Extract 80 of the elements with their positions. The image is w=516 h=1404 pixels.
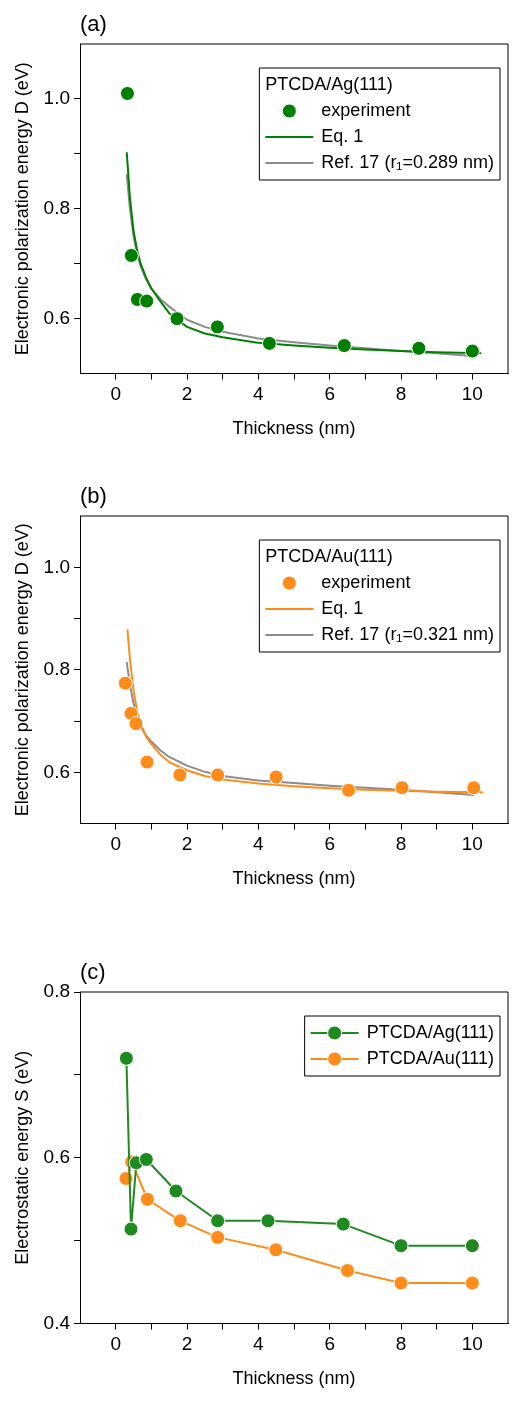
y-axis-title: Electrostatic energy S (eV) xyxy=(11,1050,32,1265)
x-tick-label: 10 xyxy=(461,1333,483,1355)
point xyxy=(209,319,225,335)
point xyxy=(139,293,155,309)
y-axis-title: Electronic polarization energy D (eV) xyxy=(11,523,32,817)
x-tick-label: 4 xyxy=(253,833,265,855)
point xyxy=(464,343,480,359)
legend-title: PTCDA/Au(111) xyxy=(265,545,393,566)
chart-title: (c) xyxy=(80,959,106,985)
legend-label: PTCDA/Ag(111) xyxy=(366,1021,494,1042)
x-tick-label: 2 xyxy=(181,1333,193,1355)
legend-label: Ref. 17 (r₁=0.289 nm) xyxy=(321,151,494,172)
x-axis-title: Thickness (nm) xyxy=(232,1368,356,1389)
x-tick-label: 6 xyxy=(324,833,335,855)
point xyxy=(138,1151,154,1167)
x-tick-label: 8 xyxy=(395,833,407,855)
point xyxy=(260,1213,276,1229)
x-tick-label: 4 xyxy=(253,1333,265,1355)
y-tick-label: 0.6 xyxy=(43,306,71,328)
point xyxy=(210,1229,226,1245)
legend-label: Ref. 17 (r₁=0.321 nm) xyxy=(321,623,494,644)
point xyxy=(169,311,185,327)
point xyxy=(172,1213,188,1229)
x-tick-label: 0 xyxy=(110,383,121,405)
y-tick-label: 0.8 xyxy=(43,197,71,219)
point xyxy=(341,782,357,798)
x-tick-label: 6 xyxy=(324,383,335,405)
chart-title: (b) xyxy=(80,483,107,509)
x-tick-label: 0 xyxy=(110,833,121,855)
x-axis-title: Thickness (nm) xyxy=(232,868,356,889)
x-tick-label: 2 xyxy=(181,383,193,405)
point xyxy=(139,1191,155,1207)
point xyxy=(168,1183,184,1199)
point xyxy=(393,1238,409,1254)
x-axis-title: Thickness (nm) xyxy=(232,418,356,439)
legend-label: Eq. 1 xyxy=(321,125,364,146)
point xyxy=(123,1221,139,1237)
point xyxy=(210,767,226,783)
point xyxy=(268,1242,284,1258)
point xyxy=(393,1275,409,1291)
point xyxy=(118,1050,134,1066)
legend-label: experiment xyxy=(321,99,411,120)
y-axis-title: Electronic polarization energy D (eV) xyxy=(11,62,32,356)
point xyxy=(335,1216,351,1232)
legend-label: experiment xyxy=(321,571,411,592)
point xyxy=(172,767,188,783)
point xyxy=(340,1263,356,1279)
x-tick-label: 0 xyxy=(110,1333,121,1355)
y-tick-label: 1.0 xyxy=(43,87,71,109)
y-tick-label: 0.8 xyxy=(43,980,71,1002)
x-tick-label: 8 xyxy=(395,383,407,405)
x-tick-label: 6 xyxy=(324,1333,335,1355)
point xyxy=(464,1275,480,1291)
point xyxy=(210,1213,226,1229)
point xyxy=(261,335,277,351)
point xyxy=(411,340,427,356)
y-tick-label: 1.0 xyxy=(43,555,71,577)
point xyxy=(464,1238,480,1254)
chart-title: (a) xyxy=(80,11,107,37)
x-tick-label: 10 xyxy=(461,833,483,855)
legend-label: PTCDA/Au(111) xyxy=(366,1047,494,1068)
x-tick-label: 4 xyxy=(253,383,265,405)
y-tick-label: 0.6 xyxy=(43,760,71,782)
x-tick-label: 2 xyxy=(181,833,193,855)
point xyxy=(268,769,284,785)
x-tick-label: 10 xyxy=(461,383,483,405)
point xyxy=(117,675,133,691)
y-tick-label: 0.4 xyxy=(43,1311,71,1333)
point xyxy=(394,780,410,796)
point xyxy=(119,85,135,101)
legend-title: PTCDA/Ag(111) xyxy=(265,73,393,94)
y-tick-label: 0.6 xyxy=(43,1146,71,1168)
point xyxy=(128,716,144,732)
point xyxy=(336,338,352,354)
point xyxy=(123,247,139,263)
point xyxy=(139,754,155,770)
y-tick-label: 0.8 xyxy=(43,658,71,680)
legend-label: Eq. 1 xyxy=(321,597,364,618)
x-tick-label: 8 xyxy=(395,1333,407,1355)
point xyxy=(466,780,482,796)
